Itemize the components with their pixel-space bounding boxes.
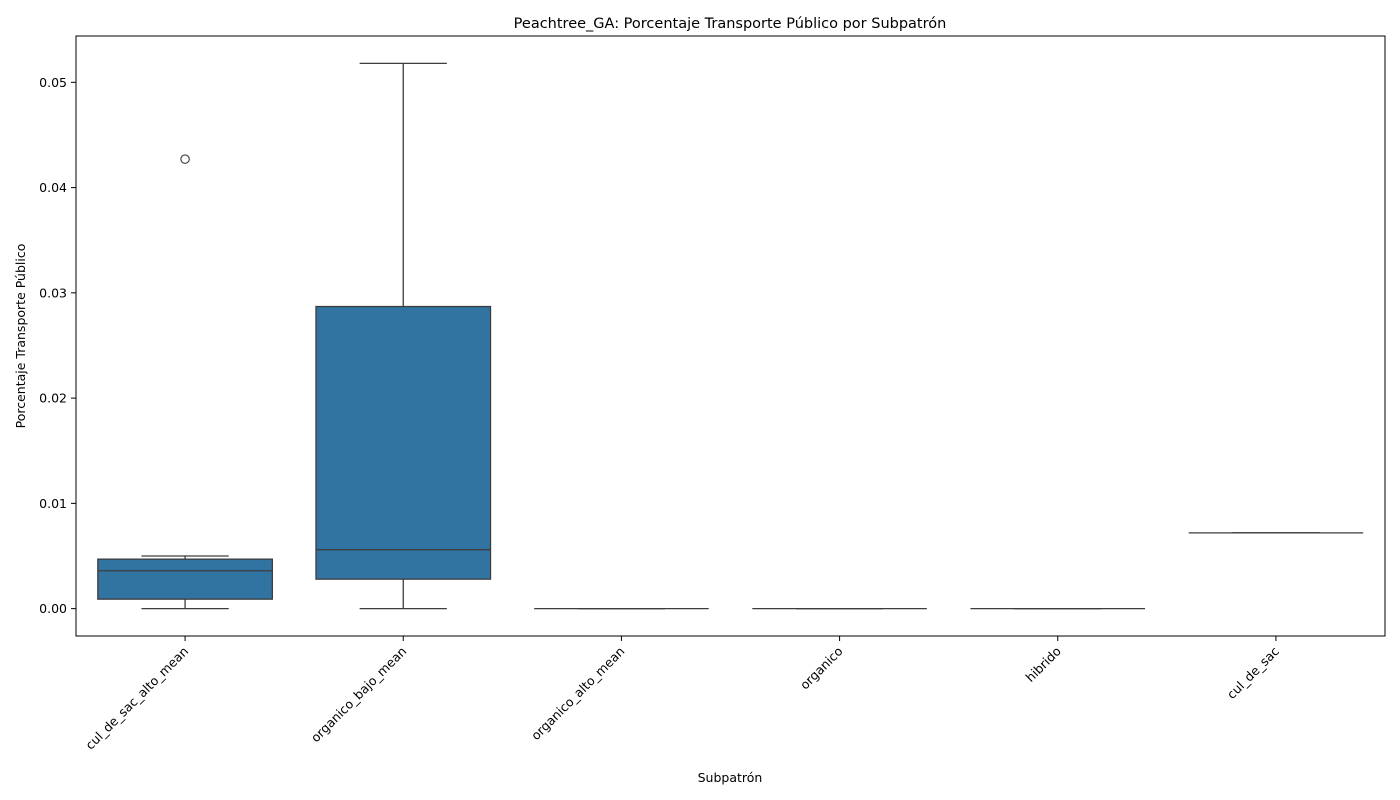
y-tick-label: 0.00 — [39, 601, 67, 616]
chart-title: Peachtree_GA: Porcentaje Transporte Públ… — [514, 16, 947, 32]
x-tick-label: cul_de_sac_alto_mean — [82, 644, 191, 753]
x-axis-label: Subpatrón — [698, 770, 763, 785]
plot-area: 0.00 0.01 0.02 0.03 0.04 0.05 cul_de_sac_alto_… — [39, 35, 1386, 753]
x-tick-label: organico — [797, 644, 846, 693]
x-tick-label: organico_alto_mean — [528, 644, 628, 744]
y-tick-label: 0.03 — [39, 285, 67, 300]
outlier-point — [180, 154, 190, 164]
x-tick-label: hibrido — [1022, 644, 1063, 685]
x-tick-label: organico_bajo_mean — [308, 644, 410, 746]
y-axis-label: Porcentaje Transporte Público — [13, 244, 28, 429]
y-tick-label: 0.04 — [39, 180, 67, 195]
plot-frame — [75, 35, 1386, 637]
box-iqr — [315, 305, 492, 580]
y-tick-label: 0.01 — [39, 496, 67, 511]
y-tick-label: 0.05 — [39, 75, 67, 90]
x-tick-label: cul_de_sac — [1224, 643, 1282, 701]
box-iqr — [97, 558, 274, 600]
y-tick-label: 0.02 — [39, 391, 67, 406]
